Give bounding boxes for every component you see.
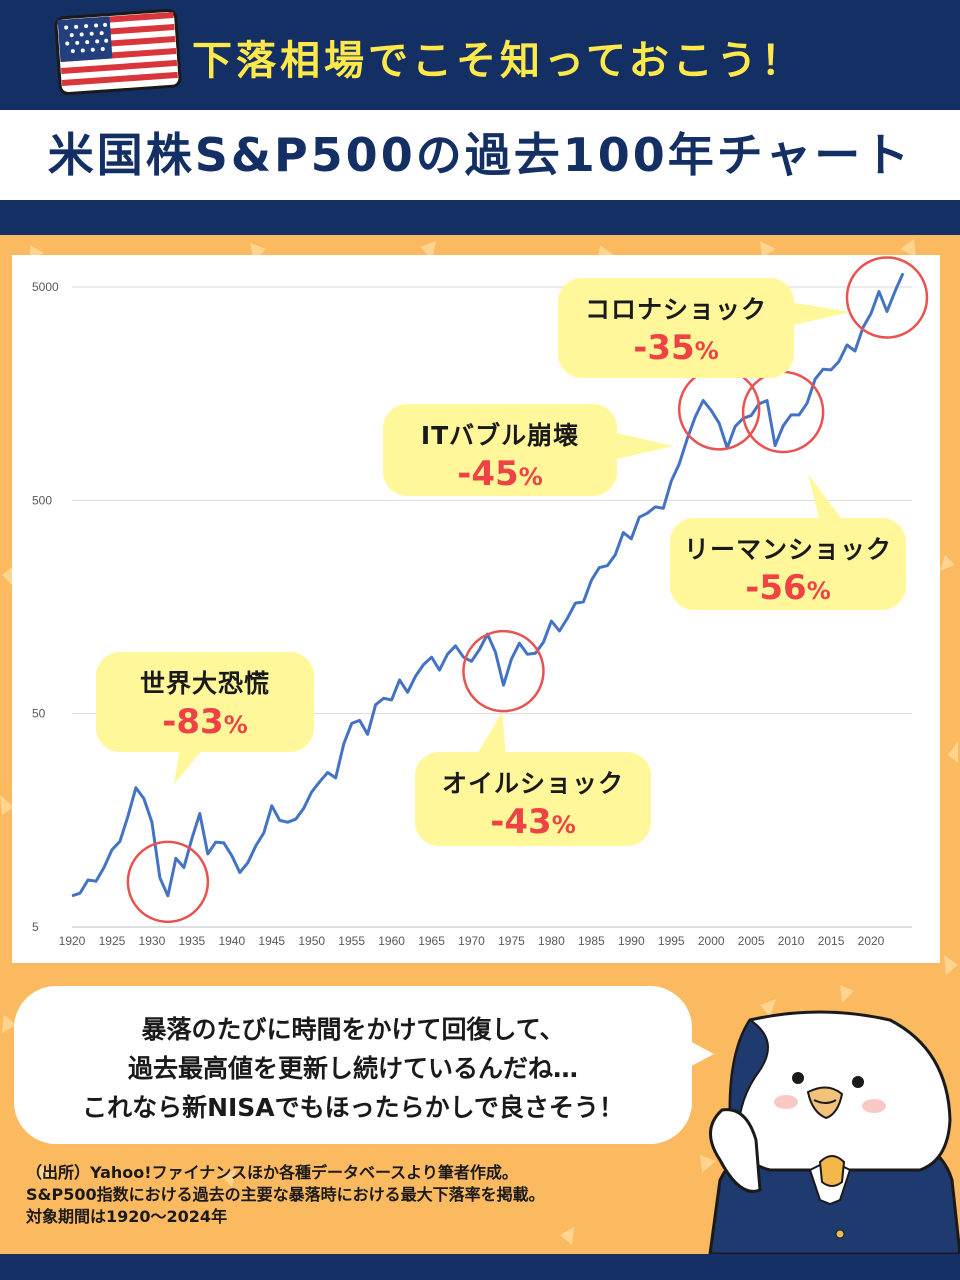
callout-name: コロナショック: [584, 295, 767, 324]
callout-percent: -43%: [415, 802, 651, 842]
crash-highlight-circle: [845, 256, 929, 339]
x-tick-label: 1955: [338, 934, 365, 948]
x-tick-label: 1940: [218, 934, 245, 948]
callout-tail-covid-shock: [790, 302, 850, 326]
speech-line: 過去最高値を更新し続けているんだね…: [127, 1054, 578, 1083]
y-tick-label: 50: [32, 707, 46, 721]
percent-unit: %: [694, 337, 719, 365]
crash-highlight-circle: [677, 368, 761, 451]
callout-percent: -56%: [670, 568, 906, 608]
callout-covid-shock: コロナショック -35%: [558, 278, 794, 378]
speech-bubble-tail: [684, 1038, 714, 1070]
drawdown-value: -45: [457, 454, 519, 494]
x-tick-label: 1930: [139, 934, 166, 948]
callout-name: リーマンショック: [683, 535, 892, 564]
x-tick-label: 1965: [418, 934, 445, 948]
x-tick-label: 1980: [538, 934, 565, 948]
x-tick-label: 1990: [618, 934, 645, 948]
x-tick-label: 2010: [778, 934, 805, 948]
source-line: S&P500指数における過去の主要な暴落時における最大下落率を掲載。: [26, 1185, 545, 1204]
x-tick-label: 1970: [458, 934, 485, 948]
speech-text: 暴落のたびに時間をかけて回復して、 過去最高値を更新し続けているんだね… これな…: [14, 1010, 692, 1127]
x-tick-label: 2005: [738, 934, 765, 948]
penguin-mascot-icon: [708, 1010, 960, 1254]
drawdown-value: -43: [490, 802, 552, 842]
triangle-pattern: [0, 239, 958, 1245]
callout-name: オイルショック: [441, 769, 624, 798]
crash-highlight-circle: [462, 629, 545, 713]
x-tick-label: 1920: [59, 934, 86, 948]
callout-great-depression: 世界大恐慌 -83%: [96, 652, 314, 752]
source-note: （出所）Yahoo!ファイナンスほか各種データベースより筆者作成。 S&P500…: [26, 1162, 545, 1228]
x-tick-label: 1950: [298, 934, 325, 948]
percent-unit: %: [518, 463, 543, 491]
source-line: （出所）Yahoo!ファイナンスほか各種データベースより筆者作成。: [26, 1163, 518, 1182]
percent-unit: %: [223, 711, 248, 739]
crash-highlight-circle: [126, 840, 210, 924]
x-tick-label: 1925: [99, 934, 126, 948]
line-chart: 5 50 500 5000 1920 1925 1930 1935 1940 1945 1950 19…: [32, 256, 929, 948]
speech-line: これなら新NISAでもほったらかしで良さそう！: [82, 1093, 624, 1122]
footer-bar: [0, 1254, 960, 1280]
page-title: 米国株S&P500の過去100年チャート: [47, 128, 913, 182]
x-tick-label: 1945: [258, 934, 285, 948]
x-tick-label: 2020: [858, 934, 885, 948]
callout-tail-oil-shock: [476, 712, 506, 756]
x-tick-label: 1995: [658, 934, 685, 948]
x-tick-label: 2000: [698, 934, 725, 948]
title-band: [0, 110, 960, 200]
callout-percent: -45%: [383, 454, 617, 494]
y-tick-label: 5000: [32, 280, 59, 294]
percent-unit: %: [806, 577, 831, 605]
y-tick-label: 5: [32, 920, 39, 934]
callout-name: 世界大恐慌: [139, 669, 270, 698]
x-tick-label: 1985: [578, 934, 605, 948]
callout-percent: -83%: [96, 702, 314, 742]
callout-tail-lehman-shock: [808, 474, 844, 522]
drawdown-value: -35: [633, 328, 695, 368]
drawdown-value: -56: [745, 568, 807, 608]
drawdown-value: -83: [162, 702, 224, 742]
x-tick-label: 1960: [378, 934, 405, 948]
callout-tail-great-depression: [174, 748, 204, 784]
callout-lehman-shock: リーマンショック -56%: [670, 518, 906, 610]
callout-tail-it-bubble: [612, 432, 674, 460]
speech-bubble: [14, 986, 692, 1144]
percent-unit: %: [551, 811, 576, 839]
y-tick-label: 500: [32, 493, 52, 507]
x-tick-label: 1935: [178, 934, 205, 948]
x-tick-label: 2015: [818, 934, 845, 948]
header-subtitle: 下落相場でこそ知っておこう！: [192, 38, 805, 84]
callout-oil-shock: オイルショック -43%: [415, 752, 651, 846]
us-flag-icon: [54, 8, 182, 96]
speech-line: 暴落のたびに時間をかけて回復して、: [141, 1015, 565, 1044]
x-tick-label: 1975: [498, 934, 525, 948]
callout-percent: -35%: [558, 328, 794, 368]
source-line: 対象期間は1920〜2024年: [26, 1207, 228, 1226]
callout-name: ITバブル崩壊: [420, 421, 580, 450]
callout-it-bubble: ITバブル崩壊 -45%: [383, 404, 617, 496]
